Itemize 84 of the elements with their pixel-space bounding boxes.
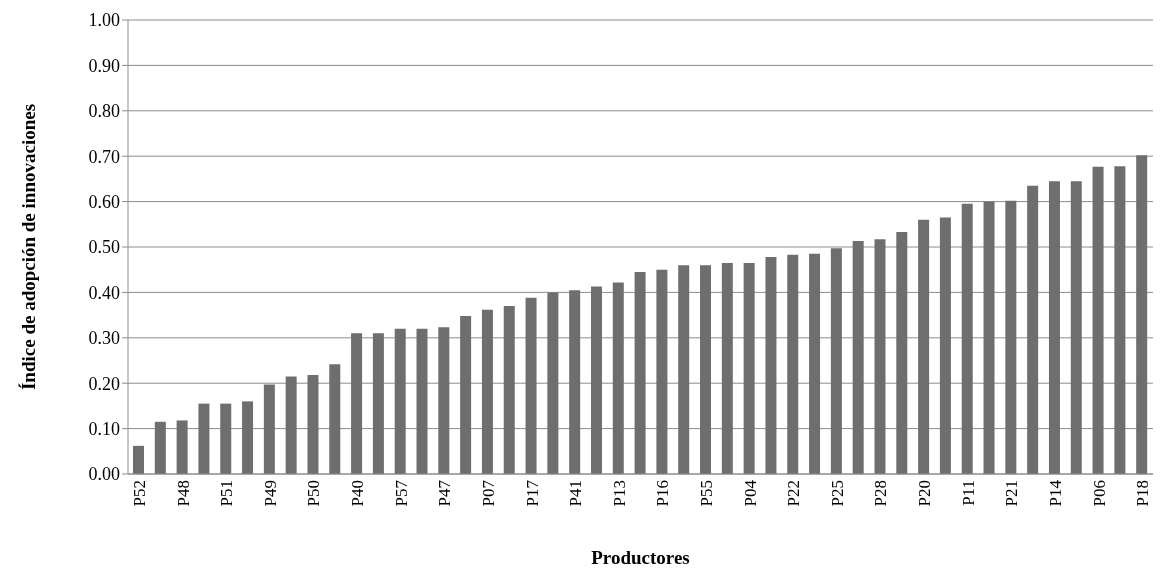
bar <box>1048 181 1060 474</box>
x-tick-label: P41 <box>566 480 586 507</box>
x-tick-label: P04 <box>740 479 760 507</box>
bar <box>874 239 886 474</box>
bar <box>481 309 493 474</box>
x-tick-label: P16 <box>653 480 673 507</box>
x-tick-label: P55 <box>697 480 716 507</box>
x-tick-label: P13 <box>609 480 629 507</box>
bar <box>830 248 842 474</box>
x-tick-label: P06 <box>1089 480 1109 507</box>
bar <box>569 290 581 474</box>
y-tick-label: 0.70 <box>88 146 120 167</box>
y-tick-label: 0.80 <box>88 101 120 122</box>
bar <box>1070 181 1082 474</box>
x-tick-label: P47 <box>435 479 455 507</box>
bar <box>416 328 428 474</box>
bar <box>634 271 646 474</box>
bar <box>765 256 777 474</box>
bar <box>503 306 515 474</box>
x-tick-label: P20 <box>915 480 935 507</box>
bar <box>263 384 275 474</box>
x-tick-label: P52 <box>129 480 149 507</box>
bar <box>700 265 712 474</box>
bar <box>1092 166 1104 474</box>
y-tick-label: 0.00 <box>88 464 120 485</box>
y-tick-label: 0.30 <box>88 328 120 349</box>
bar <box>1005 200 1017 474</box>
bar <box>438 327 450 474</box>
bar <box>809 253 821 474</box>
bar <box>307 375 319 474</box>
y-axis-title: Índice de adopción de innovaciones <box>17 103 39 391</box>
bar <box>918 219 930 474</box>
y-tick-label: 0.50 <box>88 237 120 258</box>
bar <box>154 421 166 474</box>
bar <box>285 376 297 474</box>
x-tick-label: P25 <box>827 480 847 507</box>
x-tick-label: P50 <box>304 480 324 507</box>
bar <box>939 217 951 474</box>
x-axis-title: Productores <box>591 547 690 568</box>
x-tick-label: P40 <box>348 480 368 507</box>
bar <box>525 297 537 474</box>
x-tick-label: P17 <box>522 479 542 507</box>
bar <box>547 292 559 474</box>
bar <box>678 265 690 474</box>
bar <box>961 203 973 474</box>
bar <box>176 420 188 474</box>
x-tick-label: P07 <box>478 479 498 507</box>
bar <box>351 333 363 474</box>
x-tick-label: P51 <box>217 480 237 507</box>
y-tick-label: 0.20 <box>88 373 120 394</box>
x-tick-label: P28 <box>871 480 891 507</box>
bar <box>1114 166 1126 474</box>
x-tick-label: P48 <box>173 480 193 507</box>
y-tick-label: 0.60 <box>88 191 120 212</box>
x-tick-label: P57 <box>391 479 411 507</box>
bar <box>656 269 668 474</box>
bar <box>590 286 602 474</box>
bar <box>787 254 799 474</box>
y-tick-label: 1.00 <box>88 10 120 31</box>
x-tick-label: P21 <box>1002 480 1022 507</box>
bar <box>983 201 995 474</box>
bar <box>394 328 406 474</box>
x-tick-label: P11 <box>958 480 978 506</box>
bar <box>743 262 755 474</box>
bar <box>198 403 210 474</box>
bar <box>329 364 341 474</box>
bar <box>372 333 384 474</box>
bar <box>460 316 472 474</box>
bar <box>612 282 624 474</box>
bar <box>896 232 908 474</box>
y-tick-label: 0.10 <box>88 418 120 439</box>
x-tick-label: P22 <box>784 480 804 507</box>
bar <box>1027 185 1039 474</box>
y-tick-label: 0.90 <box>88 55 120 76</box>
y-tick-label: 0.40 <box>88 282 120 303</box>
bar <box>220 403 232 474</box>
x-tick-label: P14 <box>1045 479 1065 507</box>
bar <box>721 262 733 474</box>
bar <box>133 445 144 474</box>
x-tick-label: P18 <box>1133 480 1153 507</box>
bar <box>852 241 864 474</box>
x-tick-label: P49 <box>260 480 280 507</box>
bar <box>242 401 254 474</box>
bar <box>1136 155 1148 474</box>
